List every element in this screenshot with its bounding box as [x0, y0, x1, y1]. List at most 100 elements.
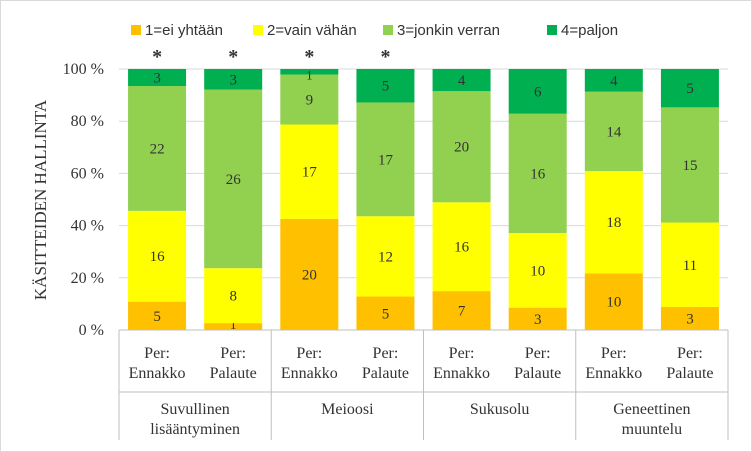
- bar-segment: [356, 69, 415, 103]
- data-label: 4: [610, 73, 618, 89]
- bar-segment: [432, 291, 491, 330]
- bar-segment: [280, 74, 339, 125]
- group-label: Meioosi: [321, 401, 374, 418]
- bar-segment: [660, 107, 719, 223]
- significance-star: *: [152, 46, 162, 68]
- legend-swatch: [253, 25, 263, 35]
- group-label: Suvullinen lisääntyminen: [150, 401, 240, 438]
- bar-segment: [128, 69, 187, 87]
- bar-segment: [280, 218, 339, 330]
- group-label-line: Meioosi: [321, 401, 374, 418]
- data-label: 14: [606, 124, 622, 140]
- category-label: Per: Ennakko: [433, 345, 490, 382]
- bar-segment: [128, 210, 187, 302]
- data-label: 5: [382, 306, 390, 322]
- data-label: 1: [230, 317, 237, 332]
- category-label-line: Per:: [601, 345, 627, 362]
- category-label-line: Per:: [677, 345, 703, 362]
- group-label-line: Suvullinen: [160, 401, 229, 418]
- category-label-line: Palaute: [666, 365, 713, 382]
- category-label: Per: Ennakko: [129, 345, 186, 382]
- data-label: 1: [306, 68, 313, 83]
- y-tick-label: 80 %: [71, 113, 104, 130]
- data-label: 15: [682, 158, 697, 174]
- bar-segment: [584, 91, 643, 172]
- bar-segment: [432, 202, 491, 292]
- y-axis-ticks: 0 % 20 % 40 % 60 % 80 % 100 %: [63, 61, 104, 339]
- category-label-line: Per:: [296, 345, 322, 362]
- category-label-line: Per:: [373, 345, 399, 362]
- category-label-line: Per:: [220, 345, 246, 362]
- data-label: 20: [302, 267, 317, 283]
- bar-segment: [204, 268, 263, 324]
- category-label: Per: Palaute: [666, 345, 713, 382]
- bar-segment: [584, 171, 643, 274]
- bar-segment: [508, 113, 567, 234]
- category-label: Per: Ennakko: [585, 345, 642, 382]
- y-tick-label: 40 %: [71, 218, 104, 235]
- data-label: 22: [150, 141, 165, 157]
- group-label-line: muuntelu: [622, 421, 682, 438]
- bars: 5162231826320179151217571620431016610181…: [128, 68, 719, 332]
- bar-segment: [128, 301, 187, 330]
- significance-markers: * * * *: [152, 46, 390, 68]
- significance-star: *: [304, 46, 314, 68]
- legend-label: 1=ei yhtään: [145, 22, 223, 39]
- group-label: Geneettinen muuntelu: [613, 401, 690, 438]
- category-label-line: Ennakko: [281, 365, 338, 382]
- y-tick-label: 20 %: [71, 270, 104, 287]
- category-label-line: Ennakko: [585, 365, 642, 382]
- data-label: 3: [686, 311, 694, 327]
- bar-segment: [128, 86, 187, 211]
- data-label: 26: [226, 172, 242, 188]
- bar-segment: [660, 222, 719, 307]
- data-label: 16: [454, 240, 470, 256]
- data-label: 17: [378, 152, 394, 168]
- data-label: 9: [306, 93, 314, 109]
- data-label: 20: [454, 140, 469, 156]
- data-label: 6: [534, 84, 542, 100]
- bar-segment: [508, 69, 567, 114]
- category-label-line: Palaute: [514, 365, 561, 382]
- y-tick-label: 0 %: [79, 322, 104, 339]
- legend-item: 3=jonkin verran: [383, 22, 500, 39]
- legend: 1=ei yhtään 2=vain vähän 3=jonkin verran 4=…: [131, 22, 618, 39]
- bar-segment: [204, 69, 263, 90]
- category-label-line: Per:: [525, 345, 551, 362]
- legend-label: 4=paljon: [561, 22, 618, 39]
- category-label-line: Ennakko: [433, 365, 490, 382]
- group-label: Sukusolu: [470, 401, 530, 418]
- legend-label: 2=vain vähän: [267, 22, 357, 39]
- bar-segment: [660, 69, 719, 108]
- data-label: 18: [606, 215, 621, 231]
- data-label: 10: [606, 295, 621, 311]
- category-label: Per: Palaute: [362, 345, 409, 382]
- bar-segment: [584, 273, 643, 330]
- legend-item: 2=vain vähän: [253, 22, 357, 39]
- bar-segment: [280, 69, 339, 75]
- bar-segment: [356, 102, 415, 217]
- bar-segment: [280, 124, 339, 219]
- significance-star: *: [380, 46, 390, 68]
- data-label: 8: [229, 289, 237, 305]
- data-label: 3: [534, 312, 542, 328]
- legend-item: 4=paljon: [547, 22, 618, 39]
- data-label: 3: [153, 71, 161, 87]
- category-label-line: Palaute: [362, 365, 409, 382]
- y-tick-label: 60 %: [71, 165, 104, 182]
- bar-segment: [432, 69, 491, 92]
- bar-segment: [356, 296, 415, 330]
- category-label: Per: Palaute: [514, 345, 561, 382]
- bar-segment: [356, 216, 415, 297]
- category-label-line: Ennakko: [129, 365, 186, 382]
- data-label: 17: [302, 165, 318, 181]
- bar-segment: [432, 91, 491, 203]
- data-label: 3: [229, 72, 237, 88]
- group-label-line: Sukusolu: [470, 401, 530, 418]
- legend-label: 3=jonkin verran: [397, 22, 500, 39]
- data-label: 16: [150, 249, 166, 265]
- bar-segment: [660, 306, 719, 330]
- legend-item: 1=ei yhtään: [131, 22, 223, 39]
